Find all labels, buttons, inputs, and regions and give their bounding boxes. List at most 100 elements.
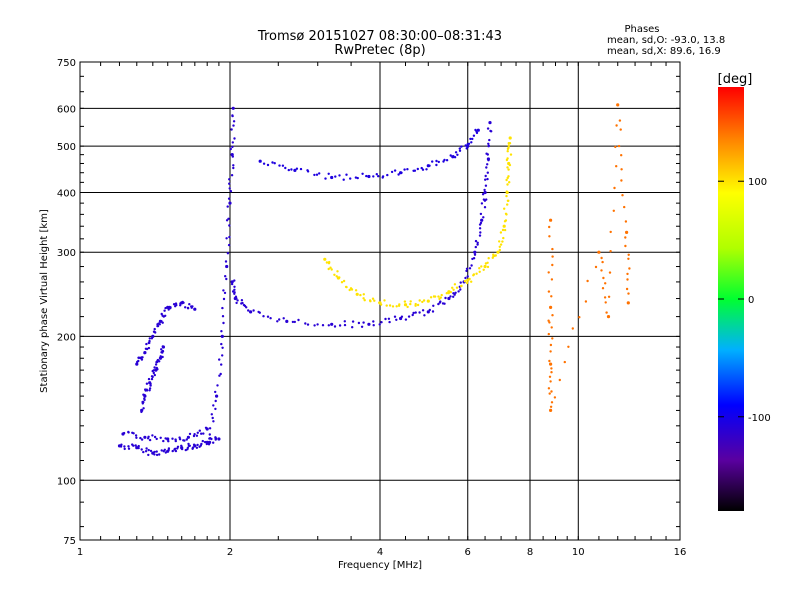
data-point [466,278,470,282]
data-point [161,345,165,349]
data-point [186,307,190,310]
data-point [486,265,490,269]
data-point [472,257,476,260]
data-point [215,394,219,398]
data-point [614,145,617,149]
data-point [343,323,347,327]
data-point [471,137,474,141]
data-point [549,350,552,353]
data-point [456,153,459,156]
data-point [158,360,161,363]
colorbar-tick-label: -100 [748,413,771,424]
y-tick-label: 75 [63,536,76,547]
data-point [235,301,238,305]
data-point [210,413,213,416]
data-point [135,362,139,366]
data-point [351,320,355,323]
data-point [306,170,310,173]
data-point [416,303,420,307]
data-point [161,351,164,354]
data-point [507,199,510,202]
data-point [144,388,147,391]
data-point [200,432,203,435]
data-point [313,173,316,177]
data-point [505,190,508,193]
data-point [483,188,486,192]
data-point [196,431,199,434]
data-point [141,356,144,359]
data-point [418,311,421,314]
data-point [505,178,508,182]
data-point [225,277,228,281]
data-point [148,337,151,340]
data-point [571,327,574,330]
data-point [220,363,223,366]
data-point [551,337,554,340]
data-point [169,306,172,309]
data-point [509,153,513,156]
data-point [454,151,458,154]
data-point [230,280,234,284]
data-point [228,182,231,185]
data-point [381,175,385,178]
data-point [224,275,227,278]
data-point [609,250,612,253]
data-point [463,280,467,283]
data-point [465,267,469,270]
y-tick-label: 500 [57,142,76,153]
data-point [414,304,417,307]
data-point [218,358,221,361]
data-point [148,339,151,343]
data-point [615,124,618,127]
data-point [439,296,442,299]
data-point [433,295,437,298]
data-point [153,373,156,377]
data-point [287,168,290,172]
data-point [152,371,155,375]
data-point [480,202,484,205]
data-point [373,299,376,302]
data-point [362,293,365,296]
data-point [428,164,431,167]
data-point [508,181,511,184]
x-axis-label: Frequency [MHz] [338,560,422,571]
data-point [501,228,505,232]
data-point [338,174,341,177]
data-point [137,444,140,448]
data-point [367,174,371,179]
data-point [276,320,279,323]
data-point [321,324,325,327]
data-point [123,447,126,451]
data-point [624,244,627,248]
data-point [224,260,228,263]
data-point [160,320,163,323]
data-point [297,318,300,322]
data-point [180,447,184,451]
data-point [506,150,509,153]
data-point [551,255,554,258]
data-point [612,209,615,212]
data-point [167,448,170,452]
data-point [443,302,446,305]
data-point [343,320,346,323]
data-point [202,432,205,435]
data-point [192,443,196,446]
data-point [208,440,212,444]
data-point [483,206,487,209]
data-point [468,267,472,270]
data-point [604,301,607,304]
data-point [330,322,334,326]
data-point [411,313,414,317]
x-tick-label: 8 [527,547,533,558]
data-point [262,162,266,165]
data-point [480,265,483,268]
data-point [451,286,454,289]
data-point [179,304,182,307]
data-point [567,345,570,348]
data-point [230,174,234,177]
data-point [231,106,235,110]
data-point [435,163,438,167]
data-point [600,256,603,260]
data-point [605,311,608,314]
data-point [225,237,228,240]
